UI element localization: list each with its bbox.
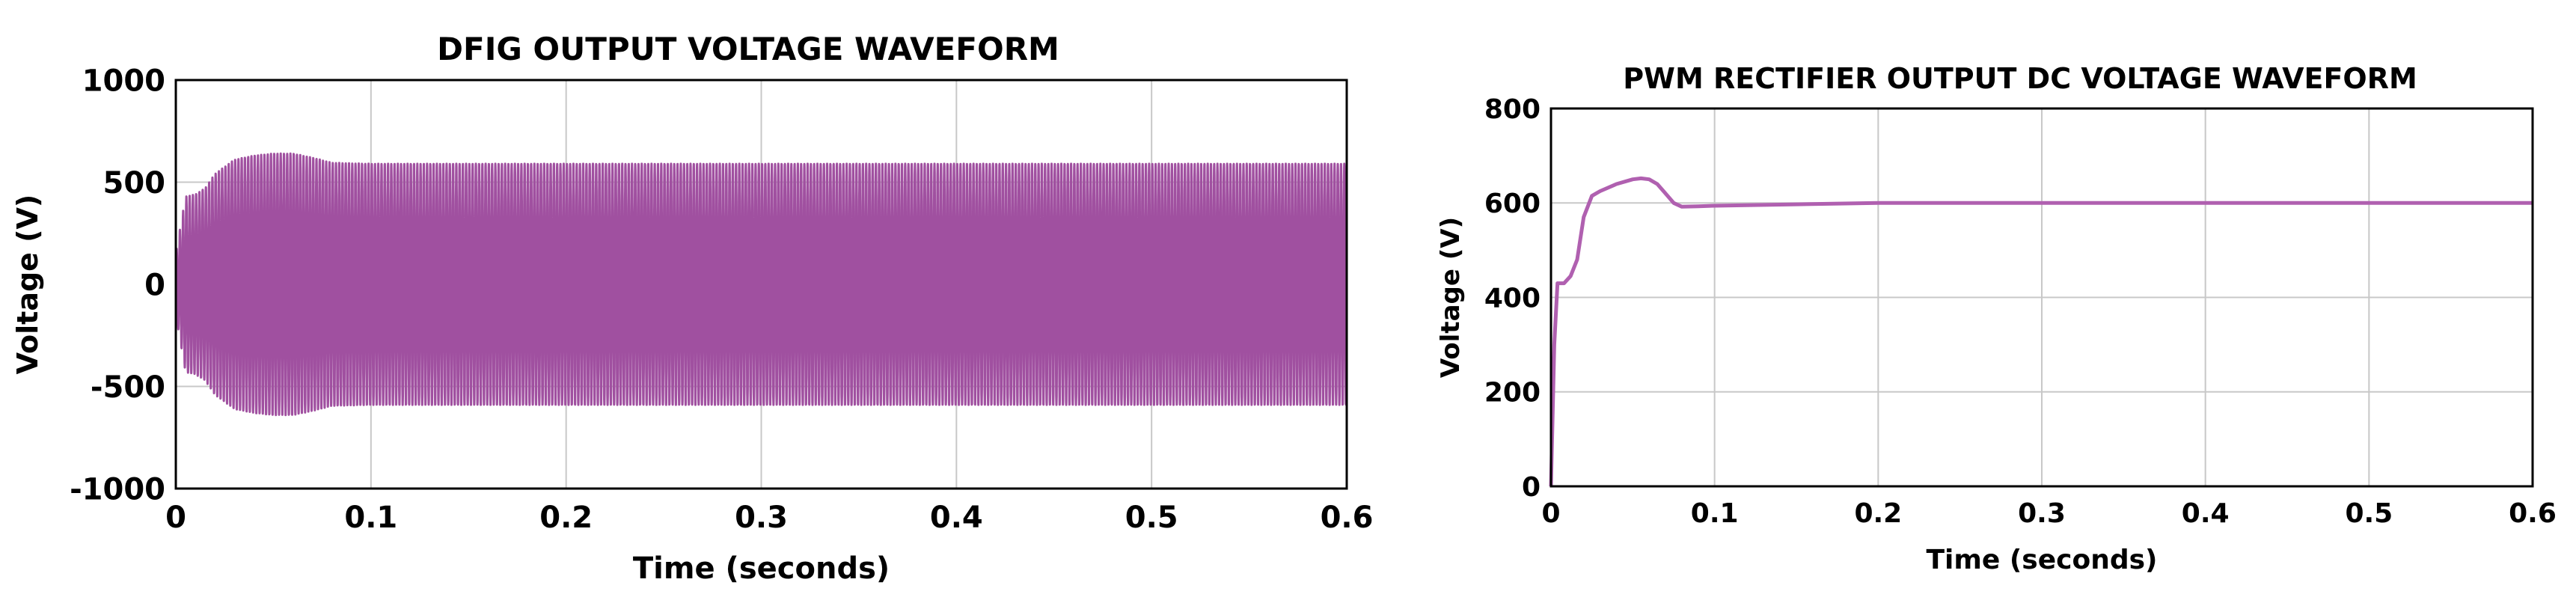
chart-pwm-rectifier-dc-voltage: PWM RECTIFIER OUTPUT DC VOLTAGE WAVEFORM…: [1436, 62, 2557, 575]
y-tick-label: 1000: [82, 64, 165, 98]
chart-title: PWM RECTIFIER OUTPUT DC VOLTAGE WAVEFORM: [1623, 62, 2417, 95]
x-tick-label: 0.2: [539, 501, 593, 535]
x-tick-label: 0.6: [1321, 501, 1374, 535]
y-tick-labels: -1000 -500 0 500 1000: [70, 64, 165, 507]
x-tick-label: 0.1: [1691, 498, 1739, 529]
plot-area: [174, 152, 1348, 417]
chart-title: DFIG OUTPUT VOLTAGE WAVEFORM: [437, 31, 1059, 67]
x-tick-label: 0.3: [735, 501, 788, 535]
x-tick-label: 0.6: [2509, 498, 2557, 529]
grid: [1550, 108, 2533, 487]
y-tick-label: 400: [1484, 283, 1541, 313]
x-tick-label: 0: [165, 501, 186, 535]
chart-dfig-output-voltage: DFIG OUTPUT VOLTAGE WAVEFORM -1000 -500 0 5…: [11, 31, 1373, 586]
x-axis-label: Time (seconds): [633, 551, 890, 586]
y-tick-label: 500: [103, 166, 166, 201]
x-tick-label: 0.2: [1854, 498, 1902, 529]
axes-frame: [174, 79, 1348, 490]
y-tick-label: 0: [144, 268, 165, 302]
x-tick-label: 0.3: [2018, 498, 2066, 529]
y-tick-label: -500: [91, 370, 165, 405]
y-tick-label: 800: [1484, 94, 1541, 125]
x-tick-labels: 0 0.1 0.2 0.3 0.4 0.5 0.6: [1541, 498, 2556, 529]
x-tick-labels: 0 0.1 0.2 0.3 0.4 0.5 0.6: [165, 501, 1373, 535]
x-tick-label: 0: [1541, 498, 1560, 529]
y-tick-labels: 0 200 400 600 800: [1484, 94, 1541, 503]
x-tick-label: 0.1: [344, 501, 397, 535]
y-axis-label: Voltage (V): [11, 195, 44, 375]
x-tick-label: 0.4: [930, 501, 983, 535]
y-tick-label: -1000: [70, 472, 165, 507]
x-tick-label: 0.4: [2182, 498, 2230, 529]
plot-area: [1549, 176, 2533, 487]
axes-frame: [1549, 107, 2534, 488]
y-tick-label: 0: [1522, 472, 1541, 503]
x-tick-label: 0.5: [2345, 498, 2393, 529]
x-axis-label: Time (seconds): [1926, 545, 2157, 575]
y-axis-label: Voltage (V): [1436, 217, 1466, 378]
y-tick-label: 600: [1484, 189, 1541, 219]
y-tick-label: 200: [1484, 378, 1541, 408]
series-line: [1549, 176, 2533, 487]
series-line: [174, 152, 1348, 417]
x-tick-label: 0.5: [1125, 501, 1178, 535]
